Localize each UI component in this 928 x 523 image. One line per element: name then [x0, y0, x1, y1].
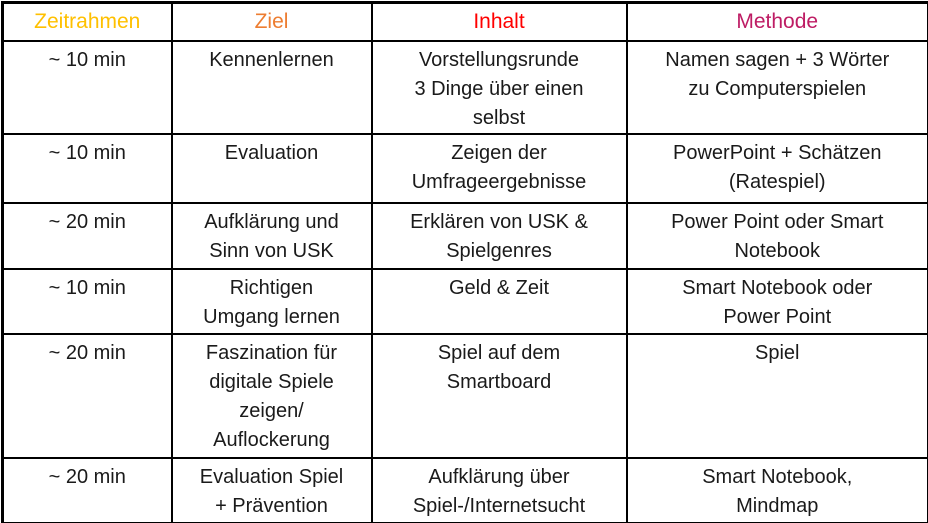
column-header-inhalt: Inhalt — [370, 1, 628, 42]
row5-zeitrahmen: ~ 20 min — [1, 332, 173, 459]
row5-methode: Spiel — [625, 332, 928, 459]
column-header-methode: Methode — [625, 1, 928, 42]
row4-zeitrahmen: ~ 10 min — [1, 267, 173, 335]
row2-zeitrahmen: ~ 10 min — [1, 132, 173, 204]
row3-zeitrahmen: ~ 20 min — [1, 201, 173, 270]
row1-inhalt: Vorstellungsrunde 3 Dinge über einen sel… — [370, 39, 628, 135]
row6-inhalt: Aufklärung über Spiel-/Internetsucht — [370, 456, 628, 523]
row1-methode: Namen sagen + 3 Wörter zu Computerspiele… — [625, 39, 928, 135]
row6-ziel: Evaluation Spiel + Prävention — [170, 456, 373, 523]
row2-inhalt: Zeigen der Umfrageergebnisse — [370, 132, 628, 204]
row4-ziel: Richtigen Umgang lernen — [170, 267, 373, 335]
column-header-ziel: Ziel — [170, 1, 373, 42]
table-row: ~ 10 min Kennenlernen Vorstellungsrunde … — [1, 39, 928, 135]
row3-ziel: Aufklärung und Sinn von USK — [170, 201, 373, 270]
row4-methode: Smart Notebook oder Power Point — [625, 267, 928, 335]
row5-ziel: Faszination für digitale Spiele zeigen/ … — [170, 332, 373, 459]
row1-ziel: Kennenlernen — [170, 39, 373, 135]
table-row: ~ 10 min Evaluation Zeigen der Umfrageer… — [1, 132, 928, 204]
table-row: ~ 10 min Richtigen Umgang lernen Geld & … — [1, 267, 928, 335]
header-row: Zeitrahmen Ziel Inhalt Methode — [1, 1, 928, 42]
row5-inhalt: Spiel auf dem Smartboard — [370, 332, 628, 459]
table-row: ~ 20 min Evaluation Spiel + Prävention A… — [1, 456, 928, 523]
row2-ziel: Evaluation — [170, 132, 373, 204]
row1-zeitrahmen: ~ 10 min — [1, 39, 173, 135]
column-header-zeitrahmen: Zeitrahmen — [1, 1, 173, 42]
row3-methode: Power Point oder Smart Notebook — [625, 201, 928, 270]
table-row: ~ 20 min Faszination für digitale Spiele… — [1, 332, 928, 459]
row6-methode: Smart Notebook, Mindmap — [625, 456, 928, 523]
table-row: ~ 20 min Aufklärung und Sinn von USK Erk… — [1, 201, 928, 270]
row4-inhalt: Geld & Zeit — [370, 267, 628, 335]
row3-inhalt: Erklären von USK & Spielgenres — [370, 201, 628, 270]
row2-methode: PowerPoint + Schätzen (Ratespiel) — [625, 132, 928, 204]
row6-zeitrahmen: ~ 20 min — [1, 456, 173, 523]
